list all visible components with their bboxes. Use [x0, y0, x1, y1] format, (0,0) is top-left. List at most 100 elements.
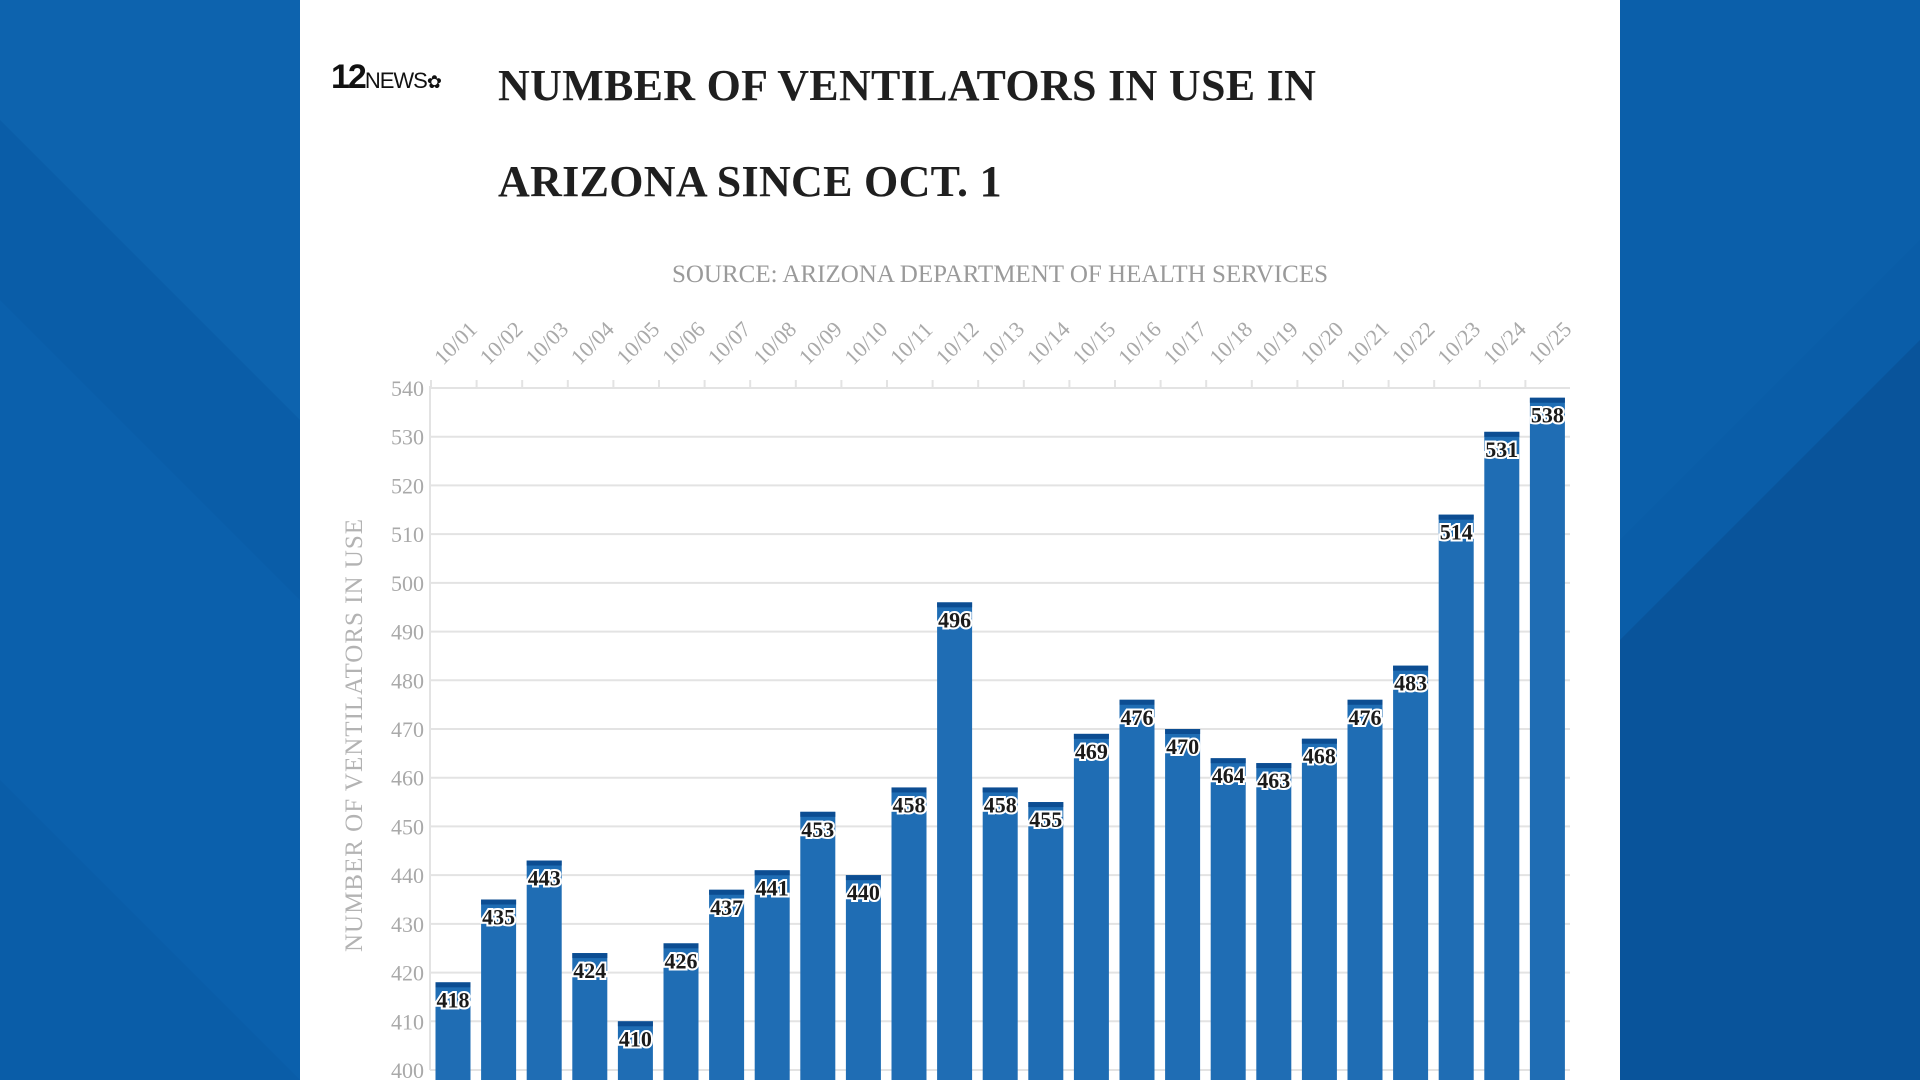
bar — [1301, 738, 1337, 1080]
y-tick-label: 510 — [391, 522, 424, 547]
x-tick-label: 10/11 — [885, 317, 938, 370]
bar — [754, 870, 790, 1080]
x-tick-label: 10/10 — [839, 316, 892, 369]
bar — [1210, 758, 1246, 1080]
data-labels: 418 435 443 424 410 426 437 441 453 440 458 496 458 4… — [435, 401, 1566, 1054]
bar-cap — [572, 953, 608, 959]
chart-title: NUMBER OF VENTILATORS IN USE IN ARIZONA … — [498, 61, 1317, 206]
bar — [617, 1021, 653, 1080]
x-tick-label: 10/01 — [429, 316, 482, 369]
data-label: 443 — [528, 866, 561, 891]
bar-cap — [1119, 699, 1155, 705]
y-axis-label: NUMBER OF VENTILATORS IN USE — [341, 518, 368, 952]
bar-cap — [1210, 758, 1246, 764]
x-tick-label: 10/21 — [1341, 316, 1394, 369]
y-tick-label: 410 — [391, 1009, 424, 1034]
x-tick-label: 10/12 — [930, 316, 983, 369]
bar-cap — [1165, 729, 1201, 734]
data-label: 441 — [756, 875, 789, 900]
bar — [1484, 431, 1520, 1080]
data-label: 453 — [801, 817, 834, 842]
bar — [800, 811, 836, 1080]
bar-cap — [754, 870, 790, 876]
x-tick-label: 10/08 — [748, 316, 801, 369]
bar — [572, 953, 608, 1080]
y-tick-label: 540 — [391, 376, 424, 401]
bar — [435, 982, 471, 1080]
station-logo: 12NEWS✿ — [331, 58, 442, 97]
bar — [891, 787, 927, 1080]
bar-cap — [617, 1021, 653, 1027]
data-label: 424 — [573, 958, 606, 983]
x-tick-label: 10/09 — [794, 316, 847, 369]
data-label: 440 — [847, 880, 880, 905]
bar — [526, 860, 562, 1080]
x-tick-labels: 10/0110/0210/0310/0410/0510/0610/0710/08… — [429, 316, 1577, 369]
y-tick-label: 520 — [391, 473, 424, 498]
x-tick-label: 10/19 — [1250, 316, 1303, 369]
data-label: 514 — [1440, 520, 1473, 545]
data-label: 458 — [984, 792, 1017, 817]
y-tick-label: 420 — [391, 961, 424, 986]
x-tick-label: 10/23 — [1432, 316, 1485, 369]
data-label: 483 — [1394, 671, 1427, 696]
x-tick-label: 10/18 — [1204, 316, 1257, 369]
bar — [1073, 733, 1109, 1080]
x-tick-label: 10/02 — [474, 316, 527, 369]
bar-cap — [1529, 397, 1565, 403]
bar — [1393, 665, 1429, 1080]
data-label: 435 — [482, 905, 515, 930]
bar-cap — [1073, 733, 1109, 739]
y-tick-label: 500 — [391, 571, 424, 596]
x-tick-label: 10/16 — [1113, 316, 1166, 369]
nbc-peacock-icon: ✿ — [426, 72, 442, 92]
y-tick-labels: 400 410 420 430 440 450 460 470 480 490 500 510 520 5… — [391, 376, 424, 1080]
chart-subtitle: SOURCE: ARIZONA DEPARTMENT OF HEALTH SER… — [672, 261, 1328, 288]
data-label: 538 — [1531, 403, 1564, 428]
bar — [1347, 699, 1383, 1080]
y-tick-label: 460 — [391, 766, 424, 791]
bar-cap — [1256, 763, 1292, 769]
data-label: 496 — [938, 607, 971, 632]
data-label: 470 — [1166, 734, 1199, 759]
x-tick-label: 10/14 — [1022, 316, 1075, 369]
y-tick-label: 530 — [391, 425, 424, 450]
x-tick-label: 10/15 — [1067, 316, 1120, 369]
x-tick-label: 10/24 — [1478, 316, 1531, 369]
bar-cap — [891, 787, 927, 793]
bar-cap — [709, 889, 745, 895]
data-label: 476 — [1349, 705, 1382, 730]
bar — [1165, 729, 1201, 1080]
bar — [982, 787, 1018, 1080]
bar-cap — [481, 899, 517, 905]
x-tick-label: 10/17 — [1158, 316, 1211, 369]
bar — [1256, 763, 1292, 1080]
x-tick-label: 10/25 — [1523, 316, 1576, 369]
bar-cap — [435, 982, 471, 988]
bar-cap — [800, 811, 836, 817]
data-label: 410 — [619, 1026, 652, 1051]
bar-cap — [1301, 738, 1337, 744]
data-label: 437 — [710, 895, 743, 920]
logo-news: NEWS — [364, 68, 428, 93]
x-tick-label: 10/03 — [520, 316, 573, 369]
bar-cap — [663, 943, 699, 949]
x-tick-label: 10/22 — [1386, 316, 1439, 369]
y-tick-label: 480 — [391, 668, 424, 693]
y-tick-label: 490 — [391, 620, 424, 645]
bar-cap — [937, 602, 973, 608]
y-tick-label: 470 — [391, 717, 424, 742]
bar-cap — [982, 787, 1018, 793]
bar — [481, 899, 517, 1080]
x-tick-label: 10/20 — [1295, 316, 1348, 369]
bar — [709, 889, 745, 1080]
y-tick-label: 430 — [391, 912, 424, 937]
bar — [663, 943, 699, 1080]
logo-number: 12 — [331, 58, 367, 96]
x-tick-label: 10/05 — [611, 316, 664, 369]
data-label: 458 — [893, 792, 926, 817]
bar-cap — [1393, 665, 1429, 671]
data-label: 455 — [1029, 807, 1062, 832]
data-label: 468 — [1303, 744, 1336, 769]
